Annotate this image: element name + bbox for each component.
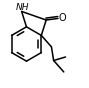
Text: NH: NH (16, 3, 30, 12)
Text: O: O (58, 13, 66, 23)
